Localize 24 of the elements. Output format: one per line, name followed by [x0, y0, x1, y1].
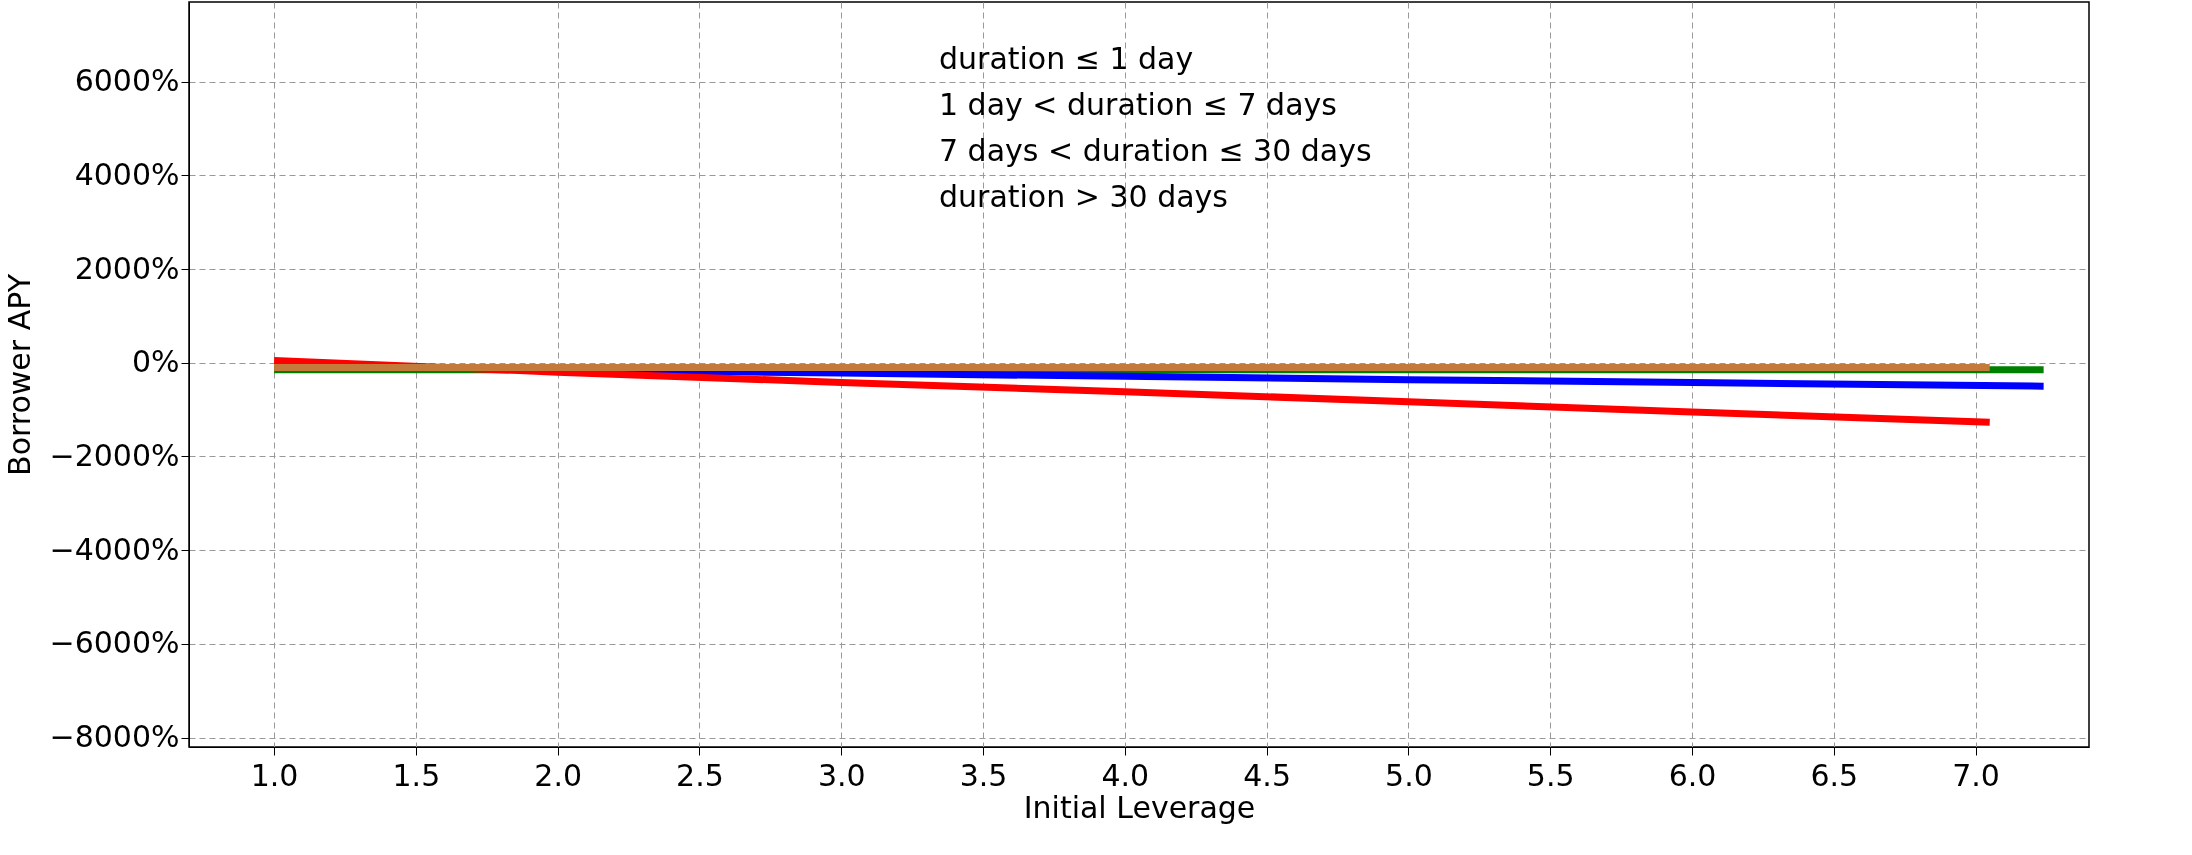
y-tick-label: −4000% [49, 531, 180, 567]
y-axis-title: Borrower APY [1, 273, 37, 476]
y-tick-label: 2000% [74, 250, 180, 286]
y-tick-label: −8000% [49, 719, 180, 755]
y-tick-label: 4000% [74, 156, 180, 192]
x-tick-label: 3.5 [959, 757, 1008, 793]
x-tick-label: 1.5 [392, 757, 441, 793]
x-tick-label: 1.0 [250, 757, 299, 793]
x-tick-label: 6.0 [1668, 757, 1717, 793]
y-tick-label: 0% [131, 344, 180, 380]
x-tick-label: 6.5 [1810, 757, 1859, 793]
annotation: duration ≤ 1 day [939, 41, 1194, 76]
annotation: 7 days < duration ≤ 30 days [939, 133, 1372, 168]
x-tick-label: 5.0 [1385, 757, 1433, 793]
x-tick-label: 2.0 [534, 757, 583, 793]
x-tick-label: 2.5 [676, 757, 724, 793]
annotation: 1 day < duration ≤ 7 days [939, 87, 1337, 122]
x-tick-label: 3.0 [817, 757, 866, 793]
annotation: duration > 30 days [939, 179, 1228, 214]
y-tick-label: 6000% [74, 63, 180, 99]
x-tick-label: 7.0 [1952, 757, 2000, 793]
y-tick-label: −2000% [49, 438, 180, 473]
x-tick-label: 5.5 [1526, 757, 1575, 793]
y-tick-label: −6000% [49, 625, 180, 661]
